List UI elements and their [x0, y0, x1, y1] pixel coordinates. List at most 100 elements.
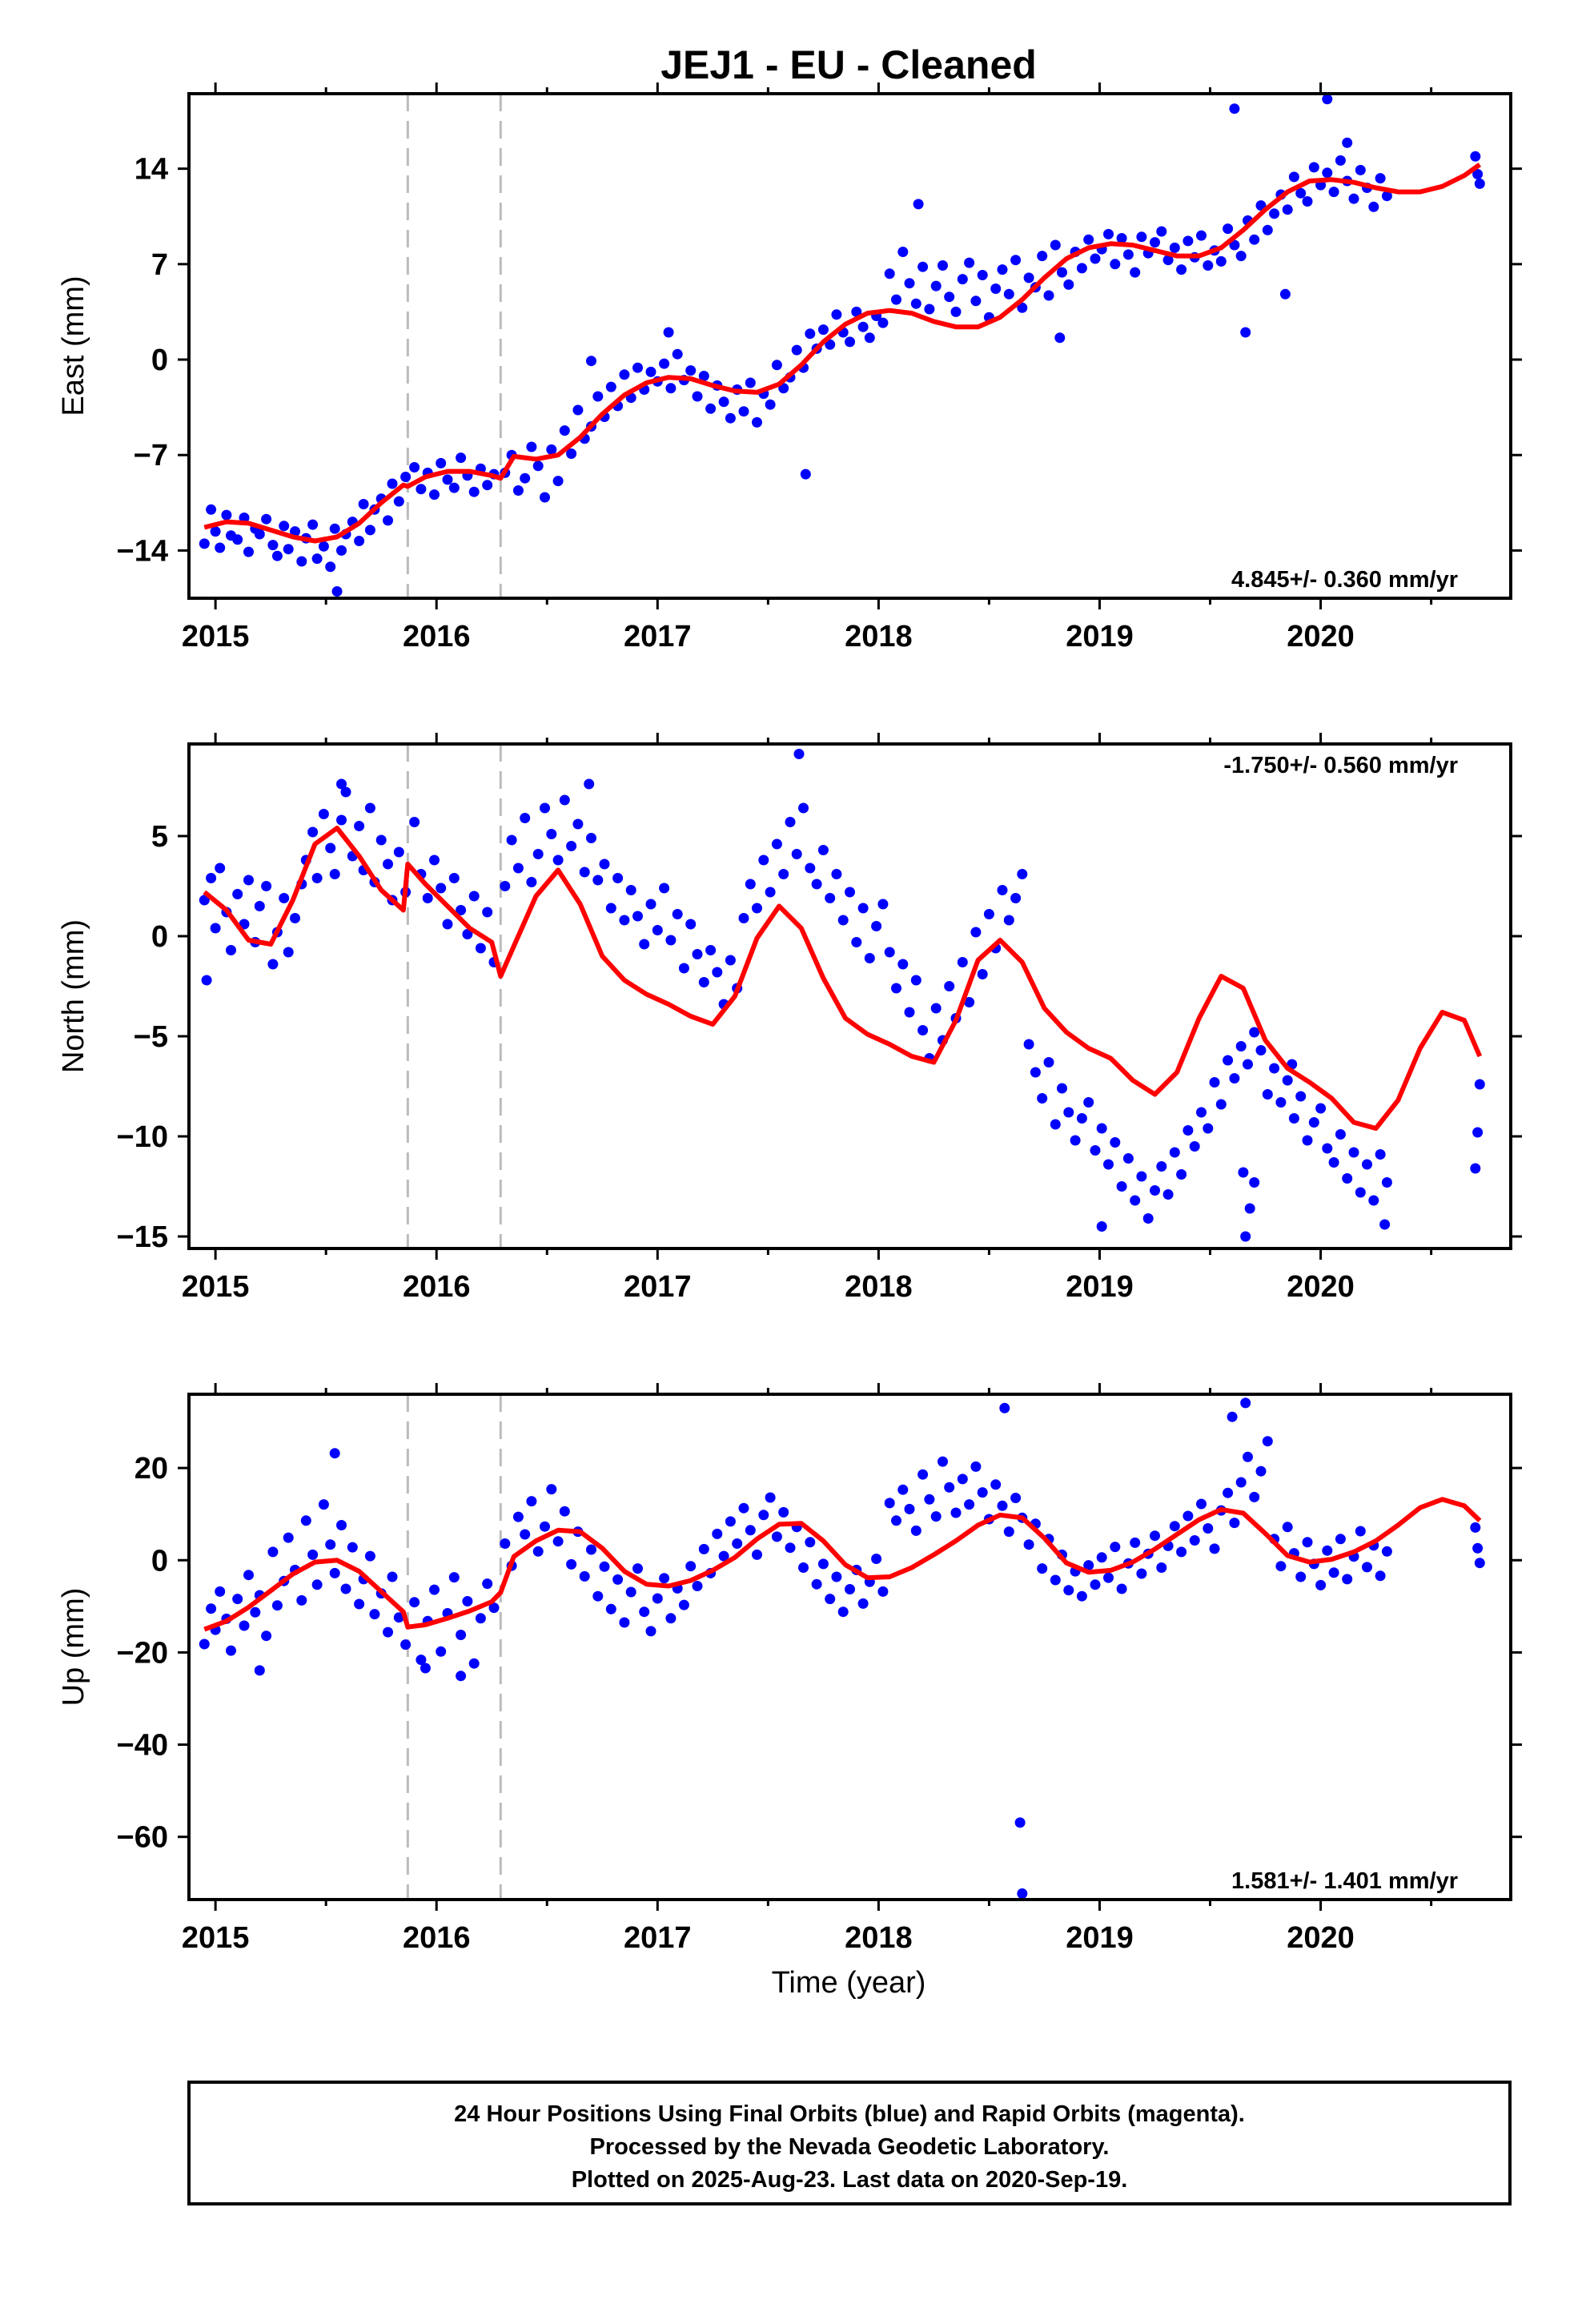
data-point: [817, 1558, 829, 1570]
data-point: [738, 913, 749, 923]
data-point: [632, 1563, 643, 1574]
data-point: [456, 1671, 467, 1682]
data-point: [1342, 1574, 1353, 1585]
data-point: [1116, 1583, 1127, 1594]
data-point: [884, 947, 895, 958]
footer-line-3: Plotted on 2025-Aug-23. Last data on 202…: [572, 2167, 1128, 2193]
data-point: [488, 1602, 500, 1614]
data-point: [1215, 255, 1227, 267]
data-point: [1238, 1167, 1249, 1178]
data-point: [1355, 1526, 1366, 1537]
x-tick-label: 2020: [1287, 1270, 1355, 1304]
data-point: [765, 399, 776, 410]
data-point: [851, 306, 862, 317]
data-point: [267, 1546, 279, 1558]
data-point: [271, 550, 283, 561]
data-point: [506, 834, 517, 846]
data-point: [1288, 1113, 1299, 1124]
data-point: [685, 1561, 697, 1572]
data-point: [997, 264, 1008, 275]
data-point: [215, 862, 226, 874]
data-point: [468, 891, 480, 902]
data-point: [778, 1506, 789, 1518]
y-tick-label: 0: [151, 1544, 168, 1578]
data-point: [997, 1500, 1008, 1511]
y-tick-label: −40: [117, 1729, 168, 1763]
data-point: [917, 261, 929, 272]
data-point: [375, 834, 387, 846]
data-point: [1057, 1083, 1067, 1094]
data-point: [318, 541, 329, 552]
data-point: [347, 1542, 358, 1553]
y-axis-label: Up (mm): [57, 1588, 90, 1707]
data-point: [910, 298, 921, 309]
data-point: [206, 504, 217, 515]
data-point: [475, 943, 486, 954]
data-point: [387, 478, 398, 489]
data-point: [448, 873, 460, 883]
data-point: [791, 849, 802, 859]
data-point: [1269, 208, 1280, 219]
data-point: [512, 485, 524, 496]
data-point: [1474, 1558, 1485, 1569]
y-tick-label: 0: [151, 344, 168, 377]
data-point: [393, 846, 404, 858]
data-point: [1017, 302, 1028, 313]
data-point: [586, 833, 596, 843]
data-point: [1381, 1546, 1392, 1557]
data-point: [429, 1584, 440, 1595]
data-point: [448, 482, 460, 493]
plot-frame: [187, 92, 1512, 600]
data-point: [964, 997, 975, 1007]
data-point: [970, 1461, 982, 1472]
data-point: [1010, 1493, 1022, 1503]
data-point: [1368, 1195, 1379, 1206]
data-point: [416, 1655, 427, 1666]
data-point: [1375, 1570, 1386, 1582]
data-point: [665, 1613, 677, 1624]
data-point: [659, 358, 670, 369]
data-point: [1249, 234, 1260, 245]
data-point: [1050, 1574, 1061, 1586]
data-point: [897, 247, 909, 257]
data-point: [311, 1579, 323, 1590]
data-point: [930, 1511, 942, 1522]
data-point: [226, 945, 236, 955]
data-point: [254, 529, 265, 540]
data-point: [1023, 272, 1034, 283]
data-point: [1017, 869, 1028, 879]
data-point: [318, 809, 329, 819]
y-tick-label: 14: [135, 153, 168, 187]
data-point: [468, 486, 480, 497]
data-point: [448, 1572, 460, 1583]
data-point: [1063, 279, 1074, 290]
data-point: [206, 1603, 217, 1614]
footer-frame: [187, 2081, 1512, 2205]
data-point: [290, 913, 300, 923]
data-point: [566, 448, 577, 459]
data-point: [1043, 1057, 1054, 1068]
data-point: [1322, 1545, 1333, 1556]
data-point: [456, 1630, 467, 1640]
data-point: [1229, 1518, 1240, 1529]
data-point: [409, 817, 420, 827]
data-point: [283, 1532, 294, 1543]
data-point: [1003, 1526, 1014, 1538]
data-point: [904, 1007, 915, 1018]
data-point: [712, 967, 723, 978]
velocity-rate-label: 1.581+/- 1.401 mm/yr: [1231, 1868, 1458, 1894]
data-point: [1083, 234, 1094, 245]
data-point: [1196, 1498, 1207, 1510]
data-point: [307, 519, 319, 530]
data-point: [891, 983, 901, 994]
data-point: [559, 794, 570, 806]
data-point: [1322, 167, 1333, 179]
data-point: [1116, 233, 1127, 243]
data-point: [254, 1665, 265, 1676]
data-point: [938, 260, 948, 271]
data-point: [456, 905, 467, 915]
data-point: [232, 534, 243, 545]
data-point: [904, 1503, 915, 1514]
data-point: [725, 955, 736, 966]
data-point: [678, 1599, 689, 1610]
